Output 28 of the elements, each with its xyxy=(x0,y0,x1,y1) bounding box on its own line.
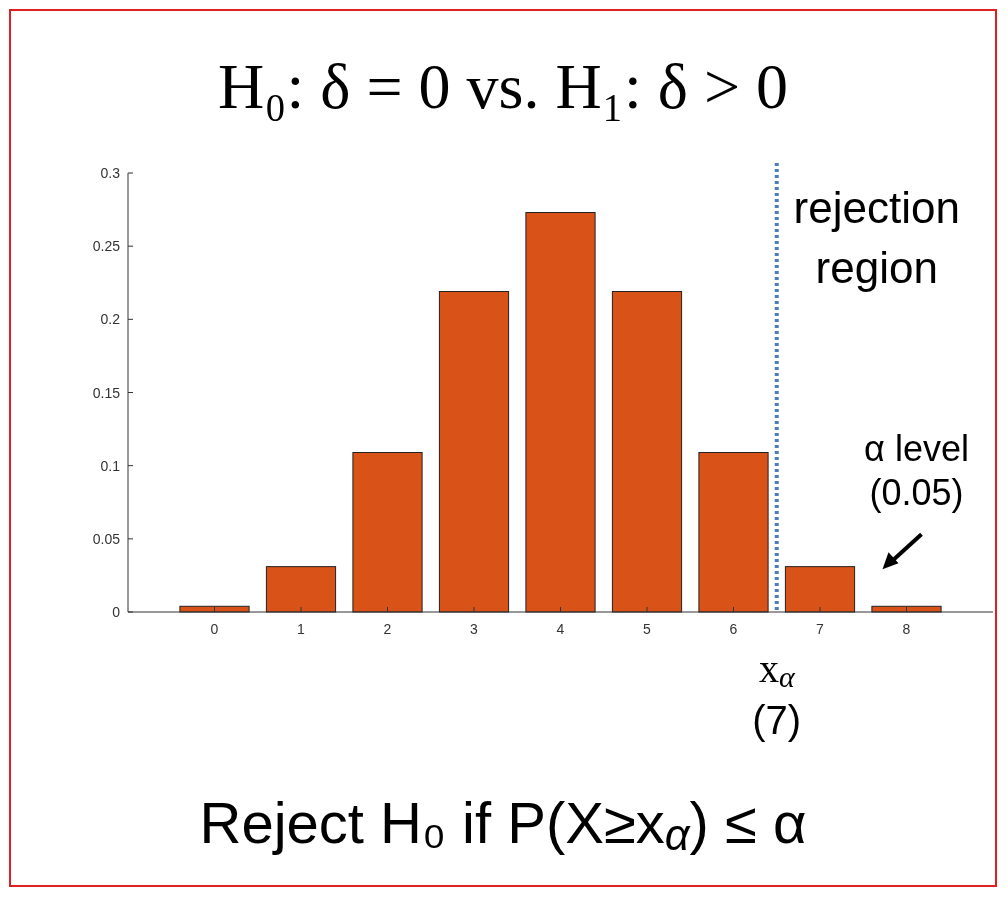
x-tick-label: 7 xyxy=(816,621,825,637)
y-tick-label: 0.1 xyxy=(100,457,121,474)
x-tick-label: 4 xyxy=(556,621,565,637)
bar xyxy=(525,212,596,613)
x-tick-label: 3 xyxy=(470,621,479,637)
x-tick-label: 2 xyxy=(383,621,392,637)
x-tick-label: 8 xyxy=(902,621,911,637)
ref-line-label: rejection region xyxy=(793,183,960,292)
bar xyxy=(438,291,510,613)
bar xyxy=(698,452,769,613)
text: Reject H₀ if P(X≥x$_{α}$) ≤ α xyxy=(199,790,807,859)
x-tick-label: 1 xyxy=(297,621,306,637)
y-tick-label: 0.2 xyxy=(100,311,121,328)
x-tick-label: 5 xyxy=(643,621,652,637)
x-tick-label: 6 xyxy=(729,621,738,637)
bar xyxy=(611,291,683,613)
y-tick-label: 0.15 xyxy=(92,384,121,401)
bar xyxy=(265,566,337,613)
x-tick-label: 0 xyxy=(210,621,219,637)
annotation: α level (0.05) xyxy=(864,428,969,514)
y-tick-label: 0 xyxy=(112,604,121,620)
bar xyxy=(784,566,856,613)
annotation: x$_{α}$ (7) xyxy=(752,646,802,742)
y-tick-label: 0.25 xyxy=(92,238,121,255)
chart-title: H₀: δ = 0 vs. H₁: δ > 0 xyxy=(217,51,789,122)
y-tick-label: 0.05 xyxy=(92,530,121,547)
bar xyxy=(352,452,423,613)
y-tick-label: 0.3 xyxy=(100,165,121,181)
